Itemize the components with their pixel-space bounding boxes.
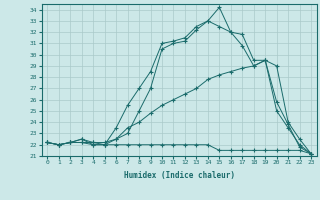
X-axis label: Humidex (Indice chaleur): Humidex (Indice chaleur) xyxy=(124,171,235,180)
